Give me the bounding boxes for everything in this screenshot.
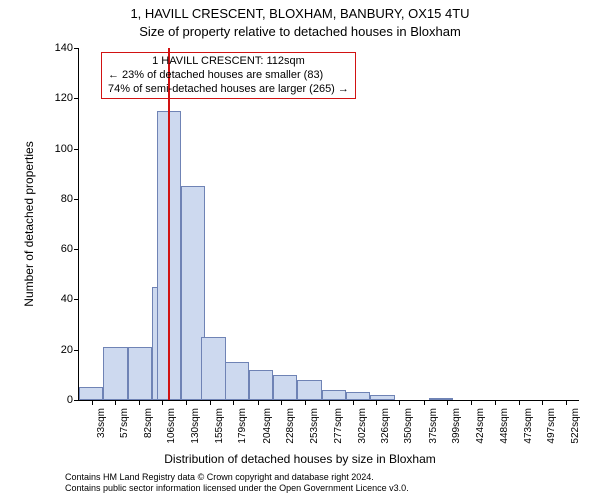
histogram-bar	[225, 362, 249, 400]
y-tick-label: 20	[47, 344, 73, 356]
histogram-bar	[322, 390, 346, 400]
y-tick-label: 60	[47, 243, 73, 255]
x-tick-mark	[376, 400, 377, 405]
y-tick-mark	[74, 98, 79, 99]
annotation-line-2: ← 23% of detached houses are smaller (83…	[108, 69, 349, 83]
y-tick-label: 140	[47, 42, 73, 54]
copyright-line-1: Contains HM Land Registry data © Crown c…	[65, 472, 409, 483]
copyright-text: Contains HM Land Registry data © Crown c…	[65, 472, 409, 495]
x-axis-title: Distribution of detached houses by size …	[0, 452, 600, 466]
y-tick-mark	[74, 199, 79, 200]
histogram-plot: 02040608010012014033sqm57sqm82sqm106sqm1…	[78, 48, 579, 401]
x-tick-mark	[162, 400, 163, 405]
histogram-bar	[128, 347, 152, 400]
x-tick-mark	[566, 400, 567, 405]
annotation-line-1: 1 HAVILL CRESCENT: 112sqm	[108, 55, 349, 69]
y-tick-mark	[74, 350, 79, 351]
y-tick-label: 0	[47, 394, 73, 406]
x-tick-mark	[447, 400, 448, 405]
histogram-bar	[201, 337, 225, 400]
x-tick-mark	[92, 400, 93, 405]
x-tick-mark	[329, 400, 330, 405]
histogram-bar	[346, 392, 370, 400]
histogram-bar	[273, 375, 297, 400]
property-size-marker	[168, 48, 170, 400]
x-tick-mark	[399, 400, 400, 405]
annotation-box: 1 HAVILL CRESCENT: 112sqm← 23% of detach…	[101, 52, 356, 99]
y-tick-mark	[74, 400, 79, 401]
y-tick-label: 120	[47, 92, 73, 104]
copyright-line-2: Contains public sector information licen…	[65, 483, 409, 494]
x-tick-mark	[305, 400, 306, 405]
histogram-bar	[370, 395, 394, 400]
y-tick-mark	[74, 48, 79, 49]
title-main: 1, HAVILL CRESCENT, BLOXHAM, BANBURY, OX…	[0, 6, 600, 21]
y-tick-mark	[74, 249, 79, 250]
y-tick-label: 40	[47, 293, 73, 305]
x-tick-mark	[471, 400, 472, 405]
x-tick-mark	[519, 400, 520, 405]
x-tick-mark	[233, 400, 234, 405]
y-tick-label: 100	[47, 143, 73, 155]
x-tick-mark	[258, 400, 259, 405]
histogram-bar	[79, 387, 103, 400]
histogram-bar	[249, 370, 273, 400]
x-tick-mark	[281, 400, 282, 405]
x-tick-mark	[424, 400, 425, 405]
y-tick-mark	[74, 149, 79, 150]
histogram-bar	[429, 398, 453, 401]
x-tick-mark	[542, 400, 543, 405]
y-axis-title: Number of detached properties	[22, 59, 36, 224]
histogram-bar	[297, 380, 321, 400]
annotation-line-3: 74% of semi-detached houses are larger (…	[108, 83, 349, 97]
y-tick-mark	[74, 299, 79, 300]
x-tick-mark	[495, 400, 496, 405]
x-tick-mark	[139, 400, 140, 405]
x-tick-mark	[115, 400, 116, 405]
y-tick-label: 80	[47, 193, 73, 205]
x-tick-mark	[186, 400, 187, 405]
x-tick-mark	[210, 400, 211, 405]
x-tick-mark	[353, 400, 354, 405]
histogram-bar	[103, 347, 127, 400]
title-sub: Size of property relative to detached ho…	[0, 24, 600, 39]
